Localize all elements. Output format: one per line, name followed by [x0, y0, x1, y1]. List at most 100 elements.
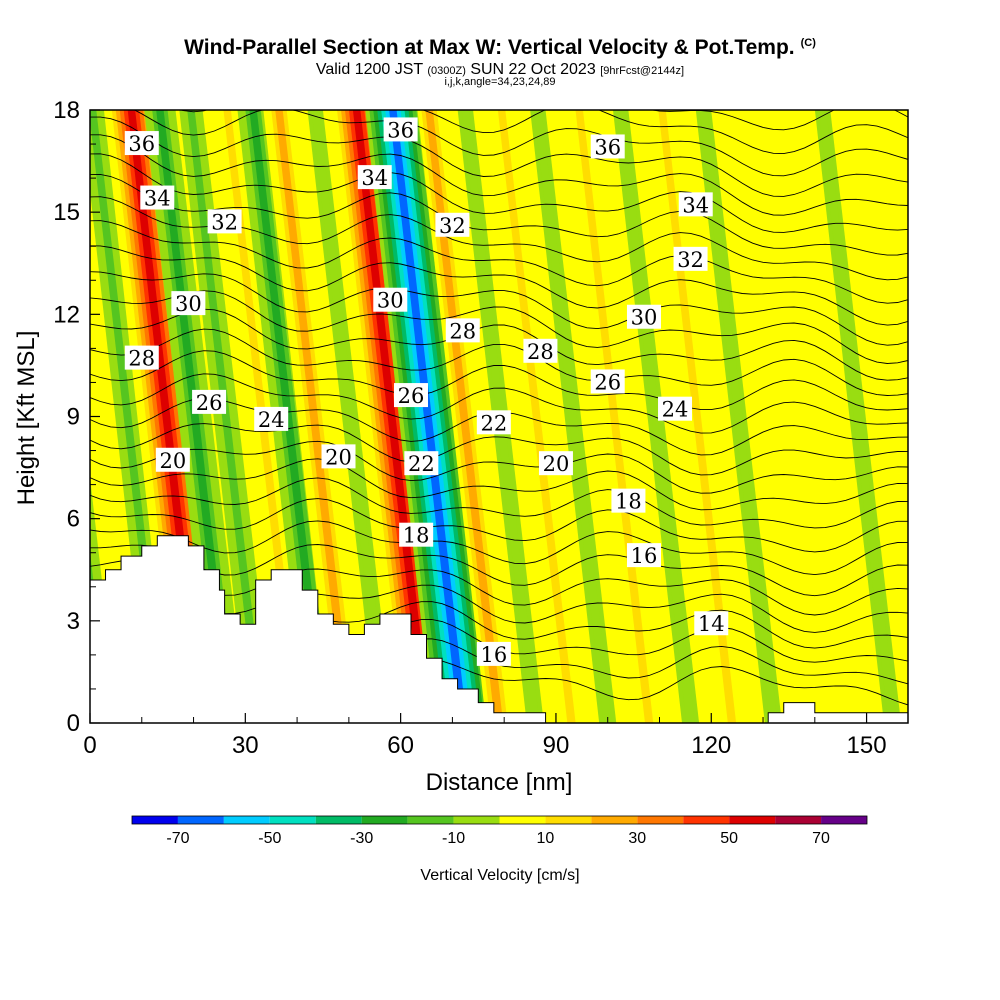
theta-contour-line [90, 116, 908, 197]
terrain-left [90, 535, 547, 723]
y-tick-label: 9 [67, 404, 80, 431]
colorbar-swatch [177, 816, 224, 824]
theta-label: 36 [594, 135, 621, 159]
theta-label-bg [678, 192, 713, 217]
colorbar-tick-label: 30 [628, 830, 646, 847]
theta-contour-line [90, 477, 908, 529]
theta-label-bg [321, 444, 356, 469]
colorbar-swatch [453, 816, 500, 824]
colorbar-tick-label: 70 [812, 830, 830, 847]
theta-label: 36 [387, 118, 414, 142]
theta-label-bg [673, 246, 708, 271]
theta-label: 20 [325, 445, 352, 469]
theta-label-bg [445, 318, 480, 343]
theta-label-bg [611, 488, 646, 513]
theta-contour-line [90, 0, 908, 62]
theta-label: 14 [698, 612, 725, 636]
theta-contour-line [90, 271, 908, 346]
valid-date: SUN 22 Oct 2023 [470, 61, 596, 78]
theta-contour-line [90, 520, 908, 576]
theta-contour-line [90, 290, 908, 364]
x-tick-label: 90 [543, 732, 570, 759]
theta-contour-line [90, 458, 908, 511]
theta-label: 22 [408, 452, 435, 476]
theta-label: 16 [480, 643, 507, 667]
velocity-stripe [575, 110, 654, 723]
x-tick-label: 30 [232, 732, 259, 759]
y-tick-label: 0 [67, 710, 80, 737]
valid-time-line: Valid 1200 JST (0300Z) SUN 22 Oct 2023 [… [0, 61, 1000, 79]
theta-label: 26 [398, 384, 425, 408]
colorbar-swatch [361, 816, 408, 824]
theta-label: 34 [361, 166, 388, 190]
y-tick-label: 18 [53, 97, 80, 124]
colorbar-swatch [223, 816, 270, 824]
theta-label-bg [357, 165, 392, 190]
colorbar-tick-label: -70 [166, 830, 189, 847]
theta-labels: 36 36 36 34 34 34 32 32 32 30 30 30 28 28 28 26 26 26 24 24… [124, 117, 729, 667]
indices-line: i,j,k,angle=34,23,24,89 [444, 76, 556, 88]
velocity-stripe [352, 110, 431, 723]
theta-label: 36 [128, 132, 155, 156]
theta-label: 20 [159, 449, 186, 473]
theta-label: 22 [480, 411, 507, 435]
theta-label: 30 [631, 306, 658, 330]
terrain-right [767, 702, 908, 723]
valid-zulu: (0300Z) [427, 65, 466, 77]
theta-label: 34 [144, 187, 171, 211]
colorbar-swatch [591, 816, 638, 824]
velocity-stripe [249, 110, 328, 723]
theta-contour-line [90, 350, 908, 411]
theta-contour-line [90, 423, 908, 476]
theta-label-bg [435, 212, 470, 237]
theta-label-bg [404, 451, 439, 476]
theta-contour-line [90, 173, 908, 256]
theta-contour-line [179, 110, 908, 155]
colorbar-swatch [545, 816, 592, 824]
velocity-stripe [275, 110, 354, 723]
theta-label-bg [694, 611, 729, 636]
colorbar-tick-label: -10 [442, 830, 465, 847]
colorbar-swatch [821, 816, 867, 824]
theta-label: 28 [128, 347, 155, 371]
theta-label: 34 [682, 193, 709, 217]
velocity-stripe [425, 110, 504, 723]
colorbar-frame [131, 815, 868, 825]
theta-contour-line [133, 110, 908, 177]
theta-contour-line [90, 153, 908, 233]
y-axis-label: Height [Kft MSL] [13, 331, 40, 506]
velocity-stripe [616, 110, 695, 723]
theta-label-bg [155, 447, 190, 472]
theta-label-bg [538, 451, 573, 476]
theta-contour-line [90, 0, 908, 43]
theta-label: 30 [377, 289, 404, 313]
theta-contour-line [90, 220, 908, 304]
theta-label: 24 [662, 398, 689, 422]
x-tick-label: 120 [691, 732, 731, 759]
theta-label-bg [207, 209, 242, 234]
theta-label: 32 [439, 214, 466, 238]
theta-label-bg [399, 522, 434, 547]
theta-label-bg [393, 383, 428, 408]
y-tick-label: 3 [67, 608, 80, 635]
x-tick-label: 0 [83, 732, 96, 759]
colorbar-label: Vertical Velocity [cm/s] [420, 867, 579, 884]
theta-label: 28 [449, 319, 476, 343]
x-axis-label: Distance [nm] [426, 769, 573, 796]
theta-label: 26 [196, 391, 223, 415]
theta-contour-line [90, 308, 908, 381]
theta-label-bg [626, 543, 661, 568]
colorbar-swatch [683, 816, 730, 824]
y-tick-label: 6 [67, 506, 80, 533]
x-tick-label: 150 [847, 732, 887, 759]
theta-contour-line [90, 245, 908, 326]
colorbar-swatch [407, 816, 454, 824]
theta-label-bg [590, 134, 625, 159]
velocity-stripe [90, 245, 146, 723]
colorbar-swatch [499, 816, 546, 824]
colorbar-swatch [637, 816, 684, 824]
theta-label: 32 [211, 210, 238, 234]
colorbar-swatch [269, 816, 316, 824]
